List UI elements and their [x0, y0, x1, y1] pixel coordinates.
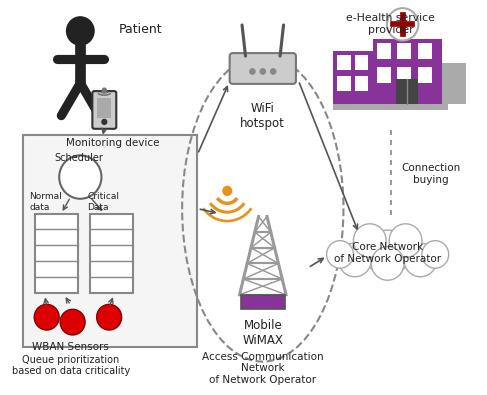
- Bar: [373, 39, 442, 103]
- Bar: [355, 55, 368, 70]
- Circle shape: [96, 305, 122, 330]
- Bar: [334, 103, 448, 110]
- Circle shape: [60, 309, 85, 335]
- Bar: [377, 43, 391, 59]
- Bar: [241, 295, 285, 308]
- Circle shape: [371, 246, 404, 280]
- Text: WiFi
hotspot: WiFi hotspot: [241, 102, 285, 130]
- Bar: [396, 79, 418, 103]
- Circle shape: [365, 230, 410, 276]
- Bar: [337, 76, 351, 91]
- Circle shape: [354, 224, 386, 258]
- Circle shape: [404, 243, 437, 277]
- Circle shape: [34, 305, 59, 330]
- Text: Monitoring device: Monitoring device: [66, 137, 159, 148]
- Text: Queue prioritization
based on data criticality: Queue prioritization based on data criti…: [12, 355, 130, 376]
- Bar: [355, 76, 368, 91]
- Circle shape: [271, 69, 276, 74]
- Circle shape: [260, 69, 265, 74]
- Bar: [334, 51, 373, 103]
- Text: Connection
buying: Connection buying: [401, 163, 461, 185]
- Text: Access Communication
Network
of Network Operator: Access Communication Network of Network …: [202, 352, 323, 385]
- Bar: [377, 67, 391, 83]
- Bar: [97, 98, 112, 118]
- Text: Normal
data: Normal data: [29, 192, 62, 212]
- Bar: [442, 63, 466, 103]
- Circle shape: [422, 241, 449, 268]
- Bar: [418, 43, 432, 59]
- Circle shape: [387, 8, 418, 41]
- Bar: [397, 67, 412, 83]
- Text: Patient: Patient: [119, 23, 162, 36]
- Bar: [337, 55, 351, 70]
- FancyBboxPatch shape: [93, 91, 116, 129]
- Circle shape: [338, 243, 371, 277]
- Circle shape: [59, 155, 101, 199]
- Circle shape: [67, 17, 94, 45]
- Bar: [35, 214, 78, 293]
- Text: WBAN Sensors: WBAN Sensors: [32, 342, 109, 352]
- FancyBboxPatch shape: [230, 53, 296, 84]
- Bar: [397, 43, 412, 59]
- Circle shape: [102, 119, 107, 124]
- Circle shape: [389, 224, 422, 258]
- Bar: [90, 214, 133, 293]
- Text: Core Network
of Network Operator: Core Network of Network Operator: [334, 242, 441, 264]
- Bar: [334, 103, 448, 108]
- Text: Scheduler: Scheduler: [55, 153, 103, 164]
- Circle shape: [250, 69, 255, 74]
- Circle shape: [327, 241, 354, 268]
- Circle shape: [102, 88, 106, 92]
- Text: Mobile
WiMAX: Mobile WiMAX: [243, 319, 283, 347]
- Bar: [23, 135, 198, 347]
- Text: e-Health service
provider: e-Health service provider: [346, 13, 435, 35]
- Bar: [418, 67, 432, 83]
- Text: Critical
Data: Critical Data: [87, 192, 119, 212]
- Circle shape: [223, 186, 232, 195]
